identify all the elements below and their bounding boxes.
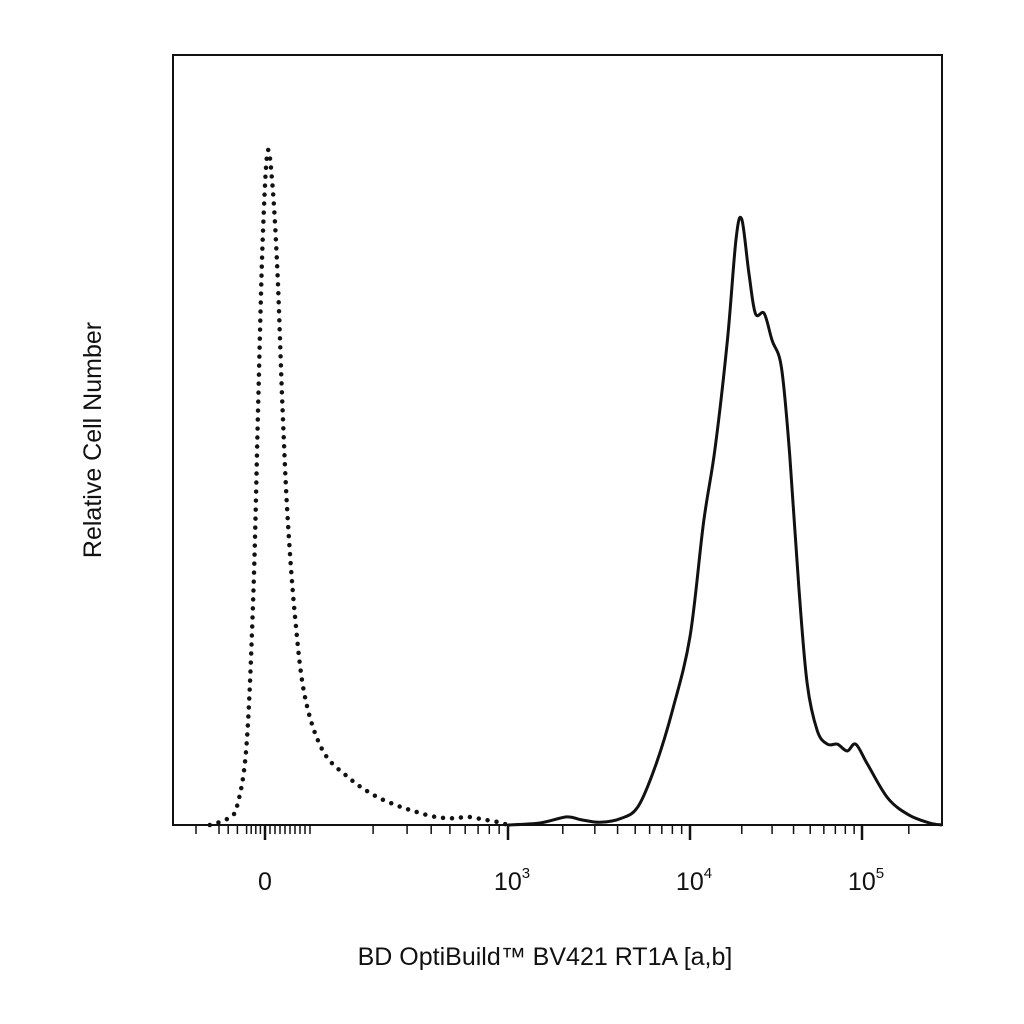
plot-frame xyxy=(172,54,943,826)
x-axis-ticks xyxy=(195,825,910,840)
x-tick-labels: 0 103 104 105 xyxy=(258,865,884,896)
x-tick-label: 105 xyxy=(848,865,884,896)
x-tick-label: 0 xyxy=(258,868,272,896)
x-tick-label: 104 xyxy=(676,865,712,896)
y-axis-title: Relative Cell Number xyxy=(79,322,107,558)
x-axis-title: BD OptiBuild™ BV421 RT1A [a,b] xyxy=(358,943,733,971)
x-tick-label: 103 xyxy=(494,865,530,896)
series-layer xyxy=(207,147,943,828)
isotype-control-curve xyxy=(207,147,511,828)
stained-sample-curve xyxy=(507,215,943,827)
